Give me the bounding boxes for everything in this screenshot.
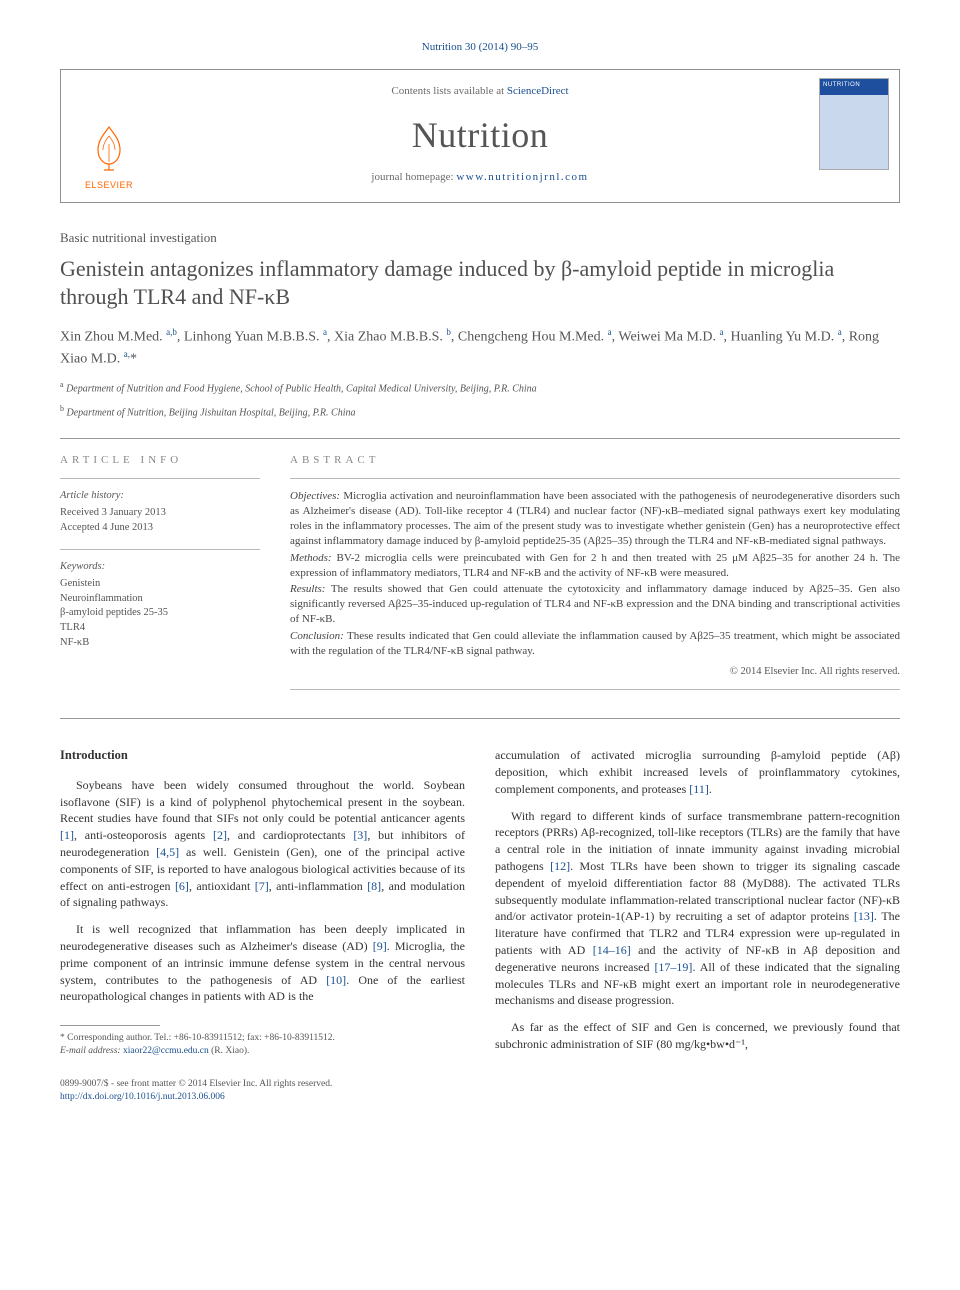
citation-link[interactable]: [9]: [373, 939, 387, 953]
citation-link[interactable]: [3]: [353, 828, 367, 842]
journal-homepage-line: journal homepage: www.nutritionjrnl.com: [79, 170, 881, 185]
keyword-item: Genistein: [60, 577, 260, 592]
citation-link[interactable]: [13]: [854, 909, 874, 923]
info-abstract-row: ARTICLE INFO Article history: Received 3…: [60, 453, 900, 700]
keyword-item: TLR4: [60, 621, 260, 636]
homepage-prefix: journal homepage:: [371, 171, 456, 183]
sciencedirect-link[interactable]: ScienceDirect: [507, 85, 569, 97]
footer-block: 0899-9007/$ - see front matter © 2014 El…: [60, 1078, 465, 1104]
abstract-column: ABSTRACT Objectives: Microglia activatio…: [290, 453, 900, 700]
corresponding-author-footnote: * Corresponding author. Tel.: +86-10-839…: [60, 1032, 465, 1058]
corresponding-line: * Corresponding author. Tel.: +86-10-839…: [60, 1032, 465, 1045]
body-paragraph: Soybeans have been widely consumed throu…: [60, 777, 465, 911]
doi-link[interactable]: http://dx.doi.org/10.1016/j.nut.2013.06.…: [60, 1092, 225, 1102]
keyword-item: NF-κB: [60, 636, 260, 651]
body-paragraph: accumulation of activated microglia surr…: [495, 747, 900, 797]
elsevier-tree-icon: [84, 122, 134, 172]
authors-list: Xin Zhou M.Med. a,b, Linhong Yuan M.B.B.…: [60, 326, 900, 369]
affiliations-block: a Department of Nutrition and Food Hygie…: [60, 379, 900, 420]
body-column-right: accumulation of activated microglia surr…: [495, 747, 900, 1103]
citation-link[interactable]: [7]: [255, 879, 269, 893]
section-divider: [60, 718, 900, 719]
abstract-bottom-separator: [290, 689, 900, 690]
abstract-section-label: Objectives:: [290, 490, 340, 502]
article-history-block: Article history: Received 3 January 2013…: [60, 489, 260, 535]
affiliation-line: a Department of Nutrition and Food Hygie…: [60, 379, 900, 396]
accepted-date: Accepted 4 June 2013: [60, 521, 260, 536]
citation-link[interactable]: [6]: [175, 879, 189, 893]
body-column-left: Introduction Soybeans have been widely c…: [60, 747, 465, 1103]
journal-citation-link[interactable]: Nutrition 30 (2014) 90–95: [422, 41, 538, 53]
body-paragraph: It is well recognized that inflammation …: [60, 921, 465, 1005]
journal-cover-thumbnail[interactable]: NUTRITION: [819, 78, 889, 170]
abstract-section-label: Conclusion:: [290, 630, 344, 642]
corresponding-email-link[interactable]: xiaor22@ccmu.edu.cn: [123, 1046, 209, 1056]
elsevier-logo[interactable]: ELSEVIER: [75, 122, 143, 192]
email-suffix: (R. Xiao).: [209, 1046, 250, 1056]
abstract-heading: ABSTRACT: [290, 453, 900, 468]
journal-homepage-link[interactable]: www.nutritionjrnl.com: [456, 171, 588, 183]
citation-link[interactable]: [12]: [550, 859, 570, 873]
contents-available-line: Contents lists available at ScienceDirec…: [79, 84, 881, 99]
cover-title: NUTRITION: [820, 79, 888, 91]
citation-link[interactable]: [11]: [689, 782, 709, 796]
received-date: Received 3 January 2013: [60, 506, 260, 521]
front-matter-line: 0899-9007/$ - see front matter © 2014 El…: [60, 1078, 465, 1091]
keywords-block: Keywords: GenisteinNeuroinflammationβ-am…: [60, 560, 260, 650]
article-title: Genistein antagonizes inflammatory damag…: [60, 255, 900, 312]
contents-prefix: Contents lists available at: [391, 85, 506, 97]
abstract-section: Conclusion: These results indicated that…: [290, 629, 900, 659]
abstract-section: Methods: BV-2 microglia cells were prein…: [290, 551, 900, 581]
abstract-section: Results: The results showed that Gen cou…: [290, 582, 900, 627]
abstract-separator: [290, 478, 900, 479]
info-separator: [60, 478, 260, 479]
citation-link[interactable]: [14–16]: [593, 943, 631, 957]
doi-line: http://dx.doi.org/10.1016/j.nut.2013.06.…: [60, 1091, 465, 1104]
citation-link[interactable]: [10]: [326, 973, 346, 987]
article-info-heading: ARTICLE INFO: [60, 453, 260, 468]
introduction-heading: Introduction: [60, 747, 465, 765]
citation-link[interactable]: [17–19]: [654, 960, 692, 974]
abstract-copyright: © 2014 Elsevier Inc. All rights reserved…: [290, 665, 900, 680]
journal-header-box: ELSEVIER NUTRITION Contents lists availa…: [60, 69, 900, 202]
abstract-section-label: Results:: [290, 583, 325, 595]
article-info-column: ARTICLE INFO Article history: Received 3…: [60, 453, 260, 700]
body-paragraph: With regard to different kinds of surfac…: [495, 808, 900, 1010]
citation-link[interactable]: [4,5]: [156, 845, 179, 859]
info-separator: [60, 549, 260, 550]
keywords-label: Keywords:: [60, 560, 260, 575]
page-root: Nutrition 30 (2014) 90–95 ELSEVIER NUTRI…: [0, 0, 960, 1143]
article-type: Basic nutritional investigation: [60, 229, 900, 247]
email-line: E-mail address: xiaor22@ccmu.edu.cn (R. …: [60, 1045, 465, 1058]
footnote-separator: [60, 1025, 160, 1026]
abstract-section-label: Methods:: [290, 552, 332, 564]
email-label: E-mail address:: [60, 1046, 123, 1056]
body-columns: Introduction Soybeans have been widely c…: [60, 747, 900, 1103]
section-divider: [60, 438, 900, 439]
citation-link[interactable]: [1]: [60, 828, 74, 842]
citation-link[interactable]: [8]: [367, 879, 381, 893]
keyword-item: β-amyloid peptides 25-35: [60, 606, 260, 621]
abstract-section: Objectives: Microglia activation and neu…: [290, 489, 900, 548]
affiliation-line: b Department of Nutrition, Beijing Jishu…: [60, 403, 900, 420]
history-label: Article history:: [60, 489, 260, 504]
elsevier-label: ELSEVIER: [75, 179, 143, 192]
body-paragraph: As far as the effect of SIF and Gen is c…: [495, 1019, 900, 1053]
keyword-item: Neuroinflammation: [60, 592, 260, 607]
citation-link[interactable]: [2]: [213, 828, 227, 842]
journal-name: Nutrition: [79, 110, 881, 160]
journal-citation: Nutrition 30 (2014) 90–95: [60, 40, 900, 55]
